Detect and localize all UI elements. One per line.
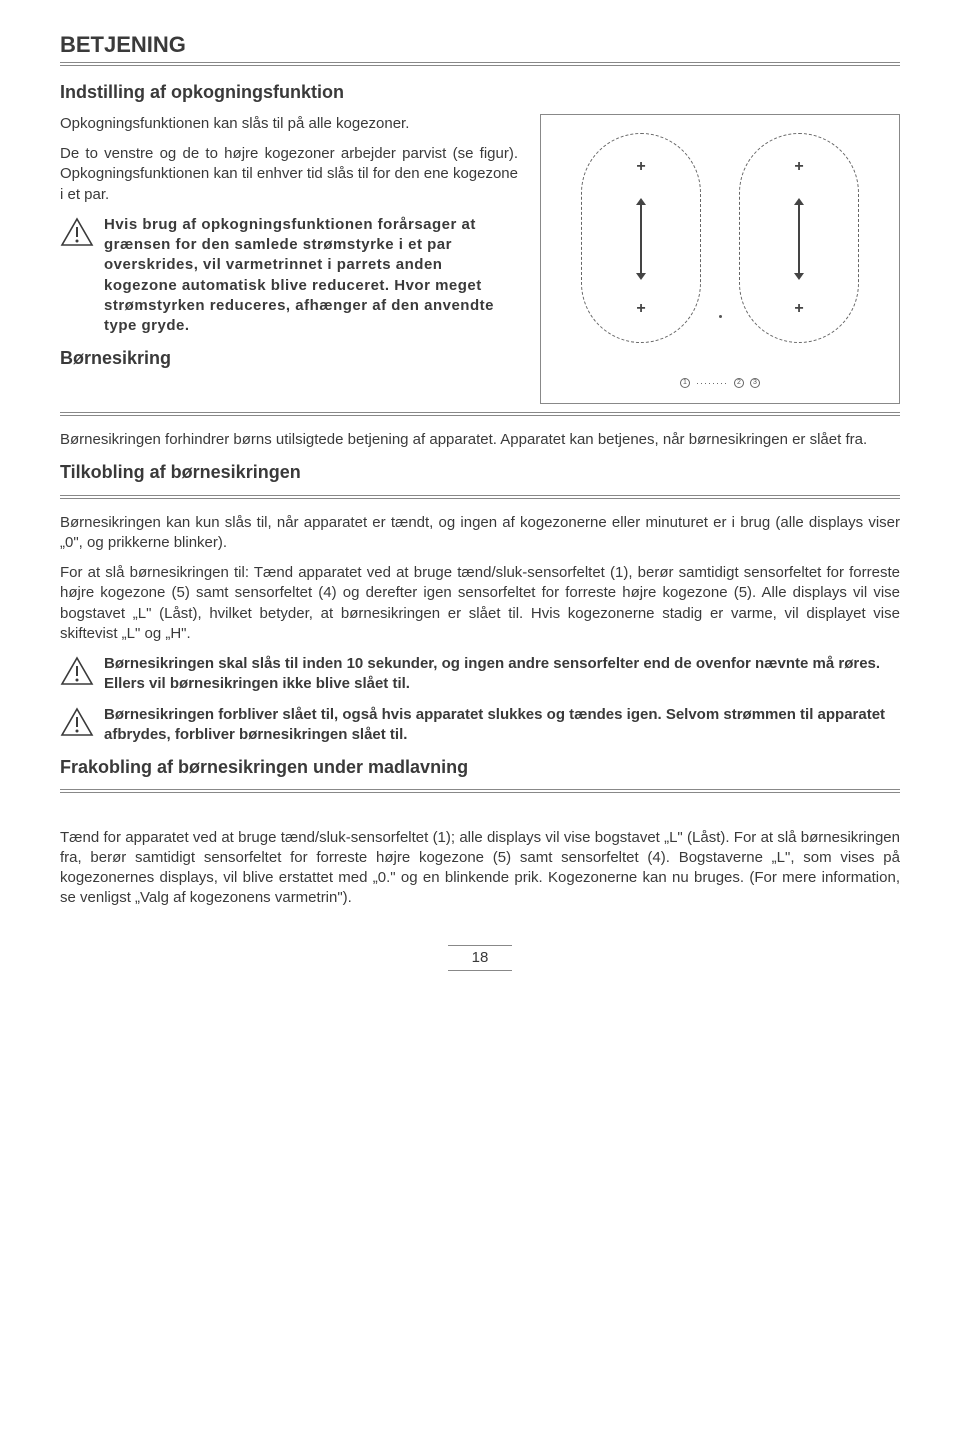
control-1-icon: 1 — [680, 378, 690, 388]
page-title: BETJENING — [60, 30, 900, 60]
childlock-heading: Børnesikring — [60, 346, 518, 370]
childlock-para: Børnesikringen forhindrer børns utilsigt… — [60, 430, 900, 450]
enable-warning2: Børnesikringen forbliver slået til, også… — [60, 705, 900, 746]
page-number-value: 18 — [448, 945, 513, 971]
enable-childlock-heading: Tilkobling af børnesikringen — [60, 460, 900, 484]
control-3-icon: 3 — [750, 378, 760, 388]
diagram-right-pair: + + — [739, 133, 859, 343]
control-dots — [696, 377, 728, 389]
cooktop-diagram: + + + + 1 2 3 — [540, 114, 900, 404]
section1-heading: Indstilling af opkogningsfunktion — [60, 80, 900, 104]
warning-icon — [60, 215, 94, 247]
enable-warning2-text: Børnesikringen forbliver slået til, også… — [104, 705, 900, 746]
plus-icon: + — [794, 298, 803, 320]
disable-childlock-heading: Frakobling af børnesikringen under madla… — [60, 755, 900, 779]
childlock-rule — [60, 412, 900, 416]
enable-childlock-para1: Børnesikringen kan kun slås til, når app… — [60, 513, 900, 554]
section1-columns: Opkogningsfunktionen kan slås til på all… — [60, 114, 900, 404]
section1-para1: Opkogningsfunktionen kan slås til på all… — [60, 114, 518, 134]
page-number: 18 — [60, 945, 900, 971]
section1-right-col: + + + + 1 2 3 — [540, 114, 900, 404]
warning-icon — [60, 654, 94, 686]
section1-warning-text: Hvis brug af opkogningsfunktionen forårs… — [104, 215, 518, 337]
enable-warning1-text: Børnesikringen skal slås til inden 10 se… — [104, 654, 900, 695]
plus-icon: + — [636, 298, 645, 320]
disable-childlock-para: Tænd for apparatet ved at bruge tænd/slu… — [60, 828, 900, 909]
disable-childlock-rule — [60, 789, 900, 793]
plus-icon: + — [794, 156, 803, 178]
warning-icon — [60, 705, 94, 737]
title-rule — [60, 62, 900, 66]
diagram-control-row: 1 2 3 — [680, 377, 760, 389]
enable-childlock-para2: For at slå børnesikringen til: Tænd appa… — [60, 563, 900, 644]
link-arrow-icon — [798, 204, 800, 274]
diagram-left-pair: + + — [581, 133, 701, 343]
section1-para2: De to venstre og de to højre kogezoner a… — [60, 144, 518, 205]
plus-icon: + — [636, 156, 645, 178]
control-2-icon: 2 — [734, 378, 744, 388]
link-arrow-icon — [640, 204, 642, 274]
diagram-dot — [719, 315, 722, 318]
enable-childlock-rule — [60, 495, 900, 499]
section1-left-col: Opkogningsfunktionen kan slås til på all… — [60, 114, 518, 404]
enable-warning1: Børnesikringen skal slås til inden 10 se… — [60, 654, 900, 695]
section1-warning: Hvis brug af opkogningsfunktionen forårs… — [60, 215, 518, 337]
